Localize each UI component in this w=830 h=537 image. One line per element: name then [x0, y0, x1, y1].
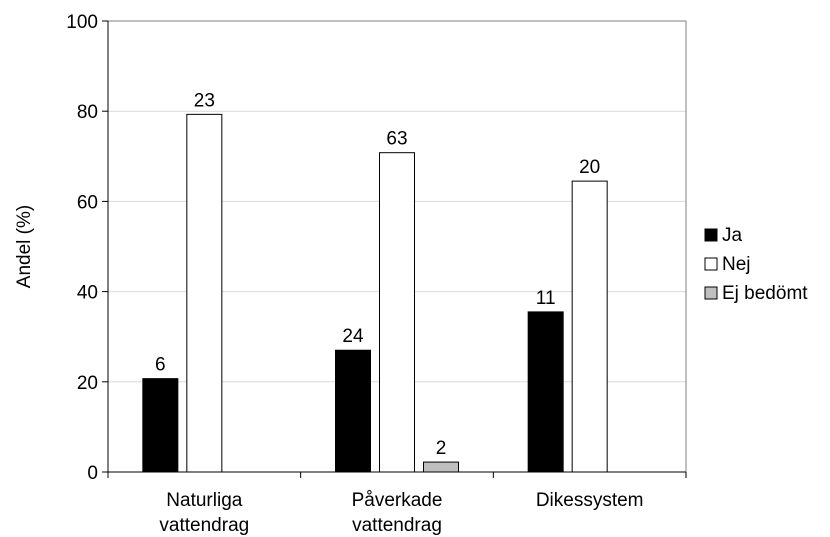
data-label: 6 [155, 355, 166, 376]
legend: Ja Nej Ej bedömt [704, 225, 808, 304]
bar-nej [379, 152, 415, 473]
x-category-label: Naturliga [166, 490, 242, 511]
bars [142, 113, 608, 473]
y-tick-label: 60 [77, 192, 98, 213]
x-category-labels: Naturliga vattendrag Påverkade vattendrag Di… [159, 490, 643, 536]
y-tick-labels: 0 20 40 60 80 100 [66, 12, 98, 484]
data-label: 24 [342, 326, 364, 347]
x-category-label: Dikessystem [536, 490, 644, 511]
bar-ja [527, 311, 564, 473]
y-tick-label: 20 [77, 373, 98, 394]
data-label: 11 [536, 288, 556, 309]
legend-label: Nej [722, 254, 751, 275]
legend-swatch [704, 228, 718, 242]
y-tick-label: 80 [77, 102, 98, 123]
legend-swatch [704, 257, 718, 271]
y-tick-label: 40 [77, 283, 98, 304]
bar-ja [335, 349, 371, 473]
y-tick-label: 0 [87, 463, 98, 484]
x-category-label: vattendrag [159, 515, 249, 536]
y-tick-label: 100 [66, 12, 98, 33]
y-axis-title: Andel (%) [14, 205, 35, 288]
bar-ja [142, 378, 179, 473]
data-label: 63 [386, 129, 407, 150]
data-label: 2 [436, 438, 447, 459]
x-category-label: vattendrag [352, 515, 442, 536]
x-category-label: Påverkade [352, 490, 443, 511]
data-label: 23 [194, 90, 215, 111]
bar-nej [571, 180, 608, 473]
legend-label: Ej bedömt [722, 283, 808, 304]
axes [102, 20, 687, 478]
legend-swatch [704, 286, 718, 300]
bar-nej [186, 113, 223, 473]
data-label: 20 [579, 157, 600, 178]
bar-ej-bedömt [423, 461, 459, 473]
data-labels: 6 23 24 63 2 11 20 [155, 90, 600, 459]
legend-label: Ja [722, 225, 743, 246]
